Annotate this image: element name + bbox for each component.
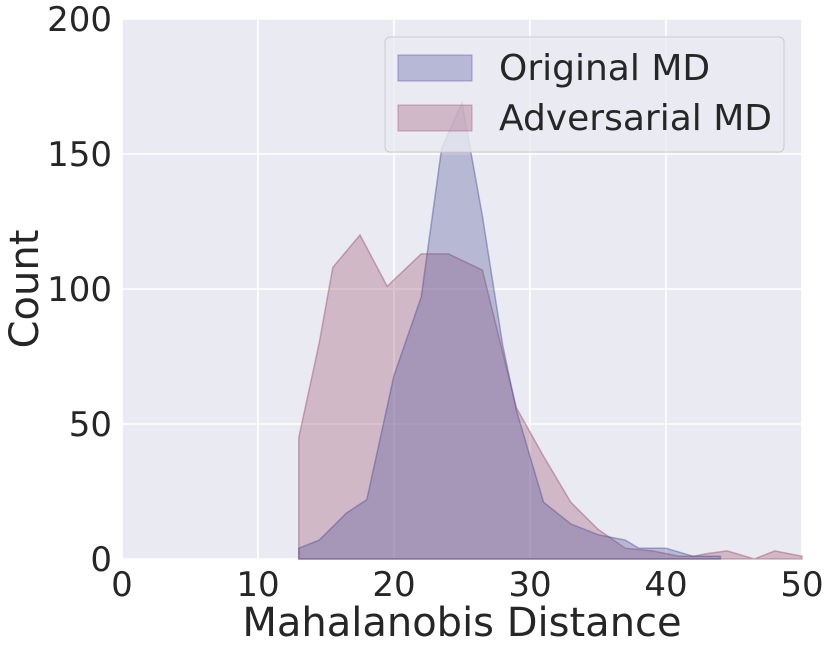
x-tick-labels: 0 10 20 30 40 50 [111, 565, 823, 605]
x-tick-label: 50 [780, 565, 823, 605]
y-tick-label: 150 [47, 135, 112, 175]
y-tick-label: 100 [47, 270, 112, 310]
area-adversarial-md [298, 233, 803, 560]
x-tick-label: 30 [508, 565, 551, 605]
x-tick-label: 20 [372, 565, 415, 605]
x-tick-label: 0 [111, 565, 133, 605]
legend-label-original-md: Original MD [499, 48, 710, 89]
legend-swatch-original-md [397, 54, 473, 82]
y-tick-labels: 0 50 100 150 200 [47, 0, 112, 580]
legend-box [384, 36, 785, 153]
legend: Original MD Adversarial MD [384, 36, 785, 153]
y-tick-label: 50 [69, 405, 112, 445]
y-tick-label: 0 [90, 540, 112, 580]
legend-swatch-adversarial-md [397, 104, 473, 132]
area-original-md [298, 100, 722, 560]
x-tick-label: 10 [236, 565, 279, 605]
y-axis-title: Count [2, 230, 48, 349]
y-tick-label: 200 [47, 0, 112, 40]
x-axis-title: Mahalanobis Distance [242, 600, 681, 646]
x-tick-label: 40 [644, 565, 687, 605]
legend-label-adversarial-md: Adversarial MD [499, 98, 772, 139]
series-areas [298, 100, 803, 560]
